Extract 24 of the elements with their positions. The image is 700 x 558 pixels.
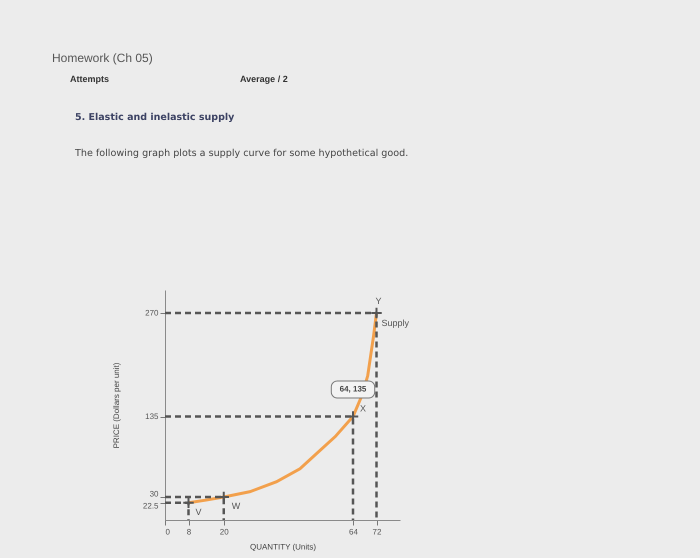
point (182, 496, 195, 509)
annotation: V (196, 506, 202, 517)
annotation: Y (376, 296, 382, 306)
x-tick-label: 8 (186, 528, 192, 536)
y-axis-title: PRICE (Dollars per unit) (112, 362, 121, 448)
annotation: 64, 135 (340, 384, 367, 394)
x-tick-label: 64 (349, 528, 358, 536)
series-label: Supply (382, 318, 410, 328)
x-tick-label: 20 (220, 528, 230, 536)
point (370, 306, 383, 320)
x-tick-label: 72 (372, 528, 382, 536)
text: Homework (Ch 05) (52, 51, 153, 65)
chart-subtitle: The following graph plots a supply curve for some hypothetical good. (74, 148, 408, 159)
y-tick-label: 22.5 (142, 501, 160, 510)
x-tick-label: 0 (166, 528, 170, 536)
annotation: X (360, 404, 366, 414)
chart-title: 5. Elastic and inelastic supply (75, 112, 236, 123)
x-axis-title: QUANTITY (Units) (250, 542, 316, 552)
annotation: W (232, 501, 241, 511)
y-tick-label: 270 (145, 308, 160, 318)
y-tick-label: 135 (145, 412, 160, 421)
text: Average / 2 (240, 74, 288, 84)
y-tick-label: 30 (150, 490, 160, 498)
text: Attempts (70, 74, 110, 84)
